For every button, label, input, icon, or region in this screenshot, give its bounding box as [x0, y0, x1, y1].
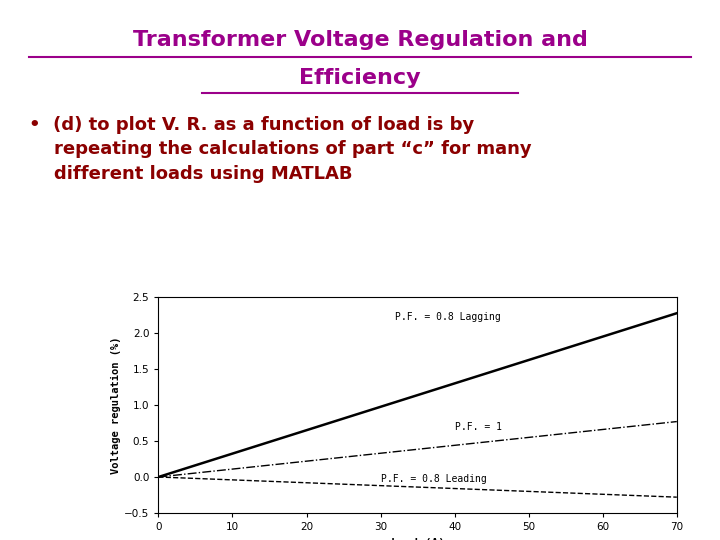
Text: P.F. = 1: P.F. = 1: [454, 422, 502, 432]
Text: •  (d) to plot V. R. as a function of load is by
    repeating the calculations : • (d) to plot V. R. as a function of loa…: [29, 116, 531, 183]
Text: P.F. = 0.8 Leading: P.F. = 0.8 Leading: [381, 474, 486, 484]
Text: P.F. = 0.8 Lagging: P.F. = 0.8 Lagging: [395, 312, 501, 322]
Text: Efficiency: Efficiency: [300, 68, 420, 87]
Y-axis label: Voltage regulation (%): Voltage regulation (%): [112, 336, 122, 474]
Text: Transformer Voltage Regulation and: Transformer Voltage Regulation and: [132, 30, 588, 50]
X-axis label: Load (A): Load (A): [391, 538, 445, 540]
